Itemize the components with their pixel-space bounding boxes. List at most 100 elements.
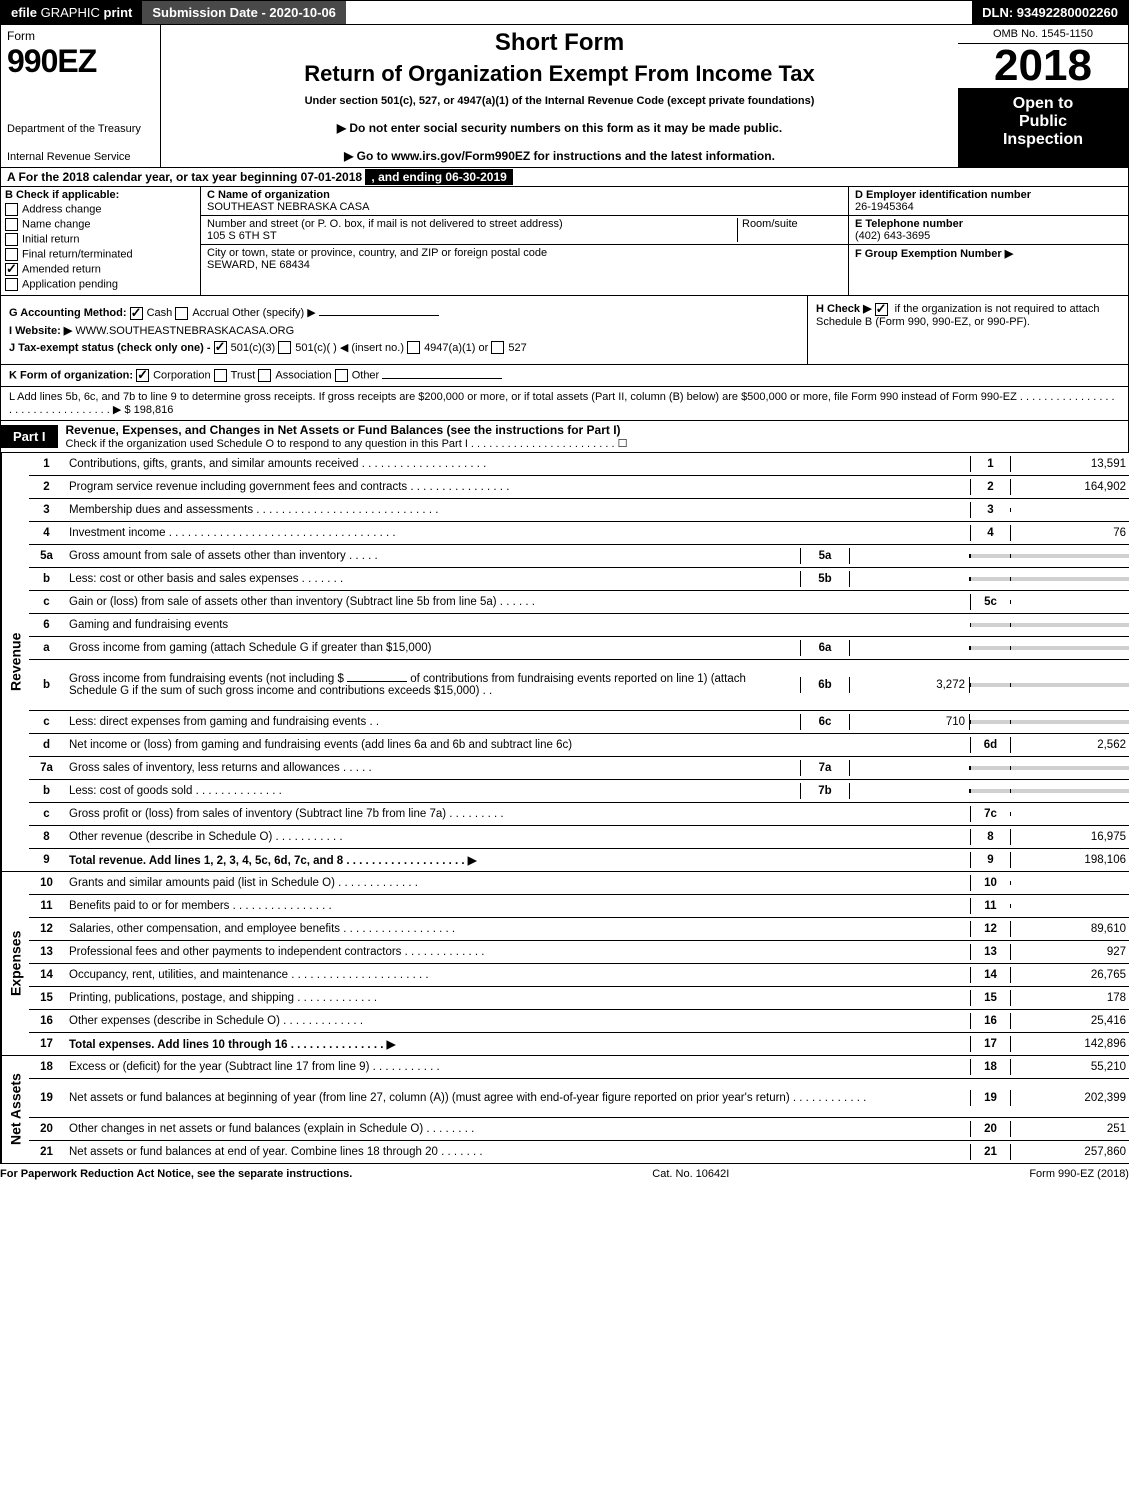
g-label: G Accounting Method:	[9, 307, 127, 319]
line-6a: a Gross income from gaming (attach Sched…	[29, 637, 1129, 660]
line-16: 16 Other expenses (describe in Schedule …	[29, 1010, 1129, 1033]
j-label: J Tax-exempt status (check only one) -	[9, 342, 211, 354]
line-2-desc: Program service revenue including govern…	[65, 479, 970, 495]
address-change-checkbox[interactable]	[5, 203, 18, 216]
g-accounting-method: G Accounting Method: Cash Accrual Other …	[9, 306, 799, 320]
line-6b-subbox: 6b	[800, 677, 850, 693]
line-6-desc: Gaming and fundraising events	[65, 617, 970, 633]
line-2-num: 2	[29, 479, 65, 495]
line-20-desc: Other changes in net assets or fund bala…	[65, 1121, 970, 1137]
other-specify-field[interactable]	[319, 315, 439, 316]
corp-checkbox[interactable]	[136, 369, 149, 382]
line-20-val: 251	[1010, 1121, 1129, 1137]
dln-label: DLN: 93492280002260	[972, 1, 1128, 24]
line-20: 20 Other changes in net assets or fund b…	[29, 1118, 1129, 1141]
501c-checkbox[interactable]	[278, 341, 291, 354]
line-12: 12 Salaries, other compensation, and emp…	[29, 918, 1129, 941]
line-11-num: 11	[29, 898, 65, 914]
part1-title: Revenue, Expenses, and Changes in Net As…	[66, 423, 1120, 437]
line-3-box: 3	[970, 502, 1010, 518]
line-6b-blank[interactable]	[347, 681, 407, 682]
line-4-box: 4	[970, 525, 1010, 541]
line-2: 2 Program service revenue including gove…	[29, 476, 1129, 499]
line-6-greybox	[970, 623, 1010, 627]
other-org-field[interactable]	[382, 378, 502, 379]
i-label: I Website: ▶	[9, 325, 72, 337]
e-phone-row: E Telephone number (402) 643-3695	[848, 216, 1128, 245]
line-5b-desc: Less: cost or other basis and sales expe…	[65, 571, 800, 587]
4947-checkbox[interactable]	[407, 341, 420, 354]
line-5a-subbox: 5a	[800, 548, 850, 564]
line-6b-subval: 3,272	[850, 677, 970, 693]
h-right: H Check ▶ if the organization is not req…	[808, 296, 1128, 364]
room-suite-label: Room/suite	[737, 218, 842, 242]
line-19: 19 Net assets or fund balances at beginn…	[29, 1079, 1129, 1118]
line-15-num: 15	[29, 990, 65, 1006]
line-18-num: 18	[29, 1059, 65, 1075]
line-5b-greybox	[970, 577, 1010, 581]
line-11-desc: Benefits paid to or for members . . . . …	[65, 898, 970, 914]
name-change-checkbox[interactable]	[5, 218, 18, 231]
footer-left: For Paperwork Reduction Act Notice, see …	[0, 1168, 352, 1180]
line-8-num: 8	[29, 829, 65, 845]
line-7a-num: 7a	[29, 760, 65, 776]
application-pending-checkbox[interactable]	[5, 278, 18, 291]
address-change-label: Address change	[22, 203, 102, 215]
line-6a-num: a	[29, 640, 65, 656]
ein-value: 26-1945364	[855, 201, 1122, 213]
line-9-box: 9	[970, 852, 1010, 868]
go-to-link[interactable]: ▶ Go to www.irs.gov/Form990EZ for instru…	[169, 149, 950, 163]
expenses-side-label: Expenses	[1, 872, 29, 1055]
public-text: Public	[960, 113, 1126, 131]
d-label: D Employer identification number	[855, 189, 1122, 201]
b-label: B Check if applicable:	[5, 189, 196, 201]
assoc-checkbox[interactable]	[258, 369, 271, 382]
line-6b-pre: Gross income from fundraising events (no…	[69, 673, 344, 685]
line-6c-subval: 710	[850, 714, 970, 730]
527-checkbox[interactable]	[491, 341, 504, 354]
open-text: Open to	[960, 95, 1126, 113]
print-link[interactable]: print	[104, 5, 133, 20]
amended-return-label: Amended return	[22, 263, 101, 275]
efile-label: efile GRAPHIC print	[1, 1, 142, 24]
line-7a-greyval	[1010, 766, 1129, 770]
end-date: 06-30-2019	[445, 170, 506, 184]
h-checkbox[interactable]	[875, 303, 888, 316]
line-18-desc: Excess or (deficit) for the year (Subtra…	[65, 1059, 970, 1075]
line-1-val: 13,591	[1010, 456, 1129, 472]
top-bar: efile GRAPHIC print Submission Date - 20…	[0, 0, 1129, 25]
501c3-checkbox[interactable]	[214, 341, 227, 354]
cash-checkbox[interactable]	[130, 307, 143, 320]
line-19-desc: Net assets or fund balances at beginning…	[65, 1090, 970, 1106]
line-6b-desc: Gross income from fundraising events (no…	[65, 671, 800, 699]
line-8: 8 Other revenue (describe in Schedule O)…	[29, 826, 1129, 849]
other-org-checkbox[interactable]	[335, 369, 348, 382]
line-7b-greyval	[1010, 789, 1129, 793]
b-checkboxes: B Check if applicable: Address change Na…	[1, 187, 201, 295]
part1-check-text: Check if the organization used Schedule …	[66, 437, 1120, 450]
final-return-checkbox[interactable]	[5, 248, 18, 261]
street-row: Number and street (or P. O. box, if mail…	[201, 216, 848, 245]
accrual-checkbox[interactable]	[175, 307, 188, 320]
line-10-desc: Grants and similar amounts paid (list in…	[65, 875, 970, 891]
trust-checkbox[interactable]	[214, 369, 227, 382]
line-6-num: 6	[29, 617, 65, 633]
line-15: 15 Printing, publications, postage, and …	[29, 987, 1129, 1010]
line-4-desc: Investment income . . . . . . . . . . . …	[65, 525, 970, 541]
line-6a-greybox	[970, 646, 1010, 650]
short-form-title: Short Form	[169, 29, 950, 57]
e-label: E Telephone number	[855, 218, 1122, 230]
corp-label: Corporation	[153, 370, 210, 382]
initial-return-checkbox[interactable]	[5, 233, 18, 246]
line-18-val: 55,210	[1010, 1059, 1129, 1075]
line-5b-subbox: 5b	[800, 571, 850, 587]
line-7b-desc: Less: cost of goods sold . . . . . . . .…	[65, 783, 800, 799]
line-10-box: 10	[970, 875, 1010, 891]
website-value[interactable]: WWW.SOUTHEASTNEBRASKACASA.ORG	[75, 325, 294, 337]
line-6b: b Gross income from fundraising events (…	[29, 660, 1129, 711]
line-6a-desc: Gross income from gaming (attach Schedul…	[65, 640, 800, 656]
amended-return-checkbox[interactable]	[5, 263, 18, 276]
line-10: 10 Grants and similar amounts paid (list…	[29, 872, 1129, 895]
line-14-val: 26,765	[1010, 967, 1129, 983]
line-4-val: 76	[1010, 525, 1129, 541]
